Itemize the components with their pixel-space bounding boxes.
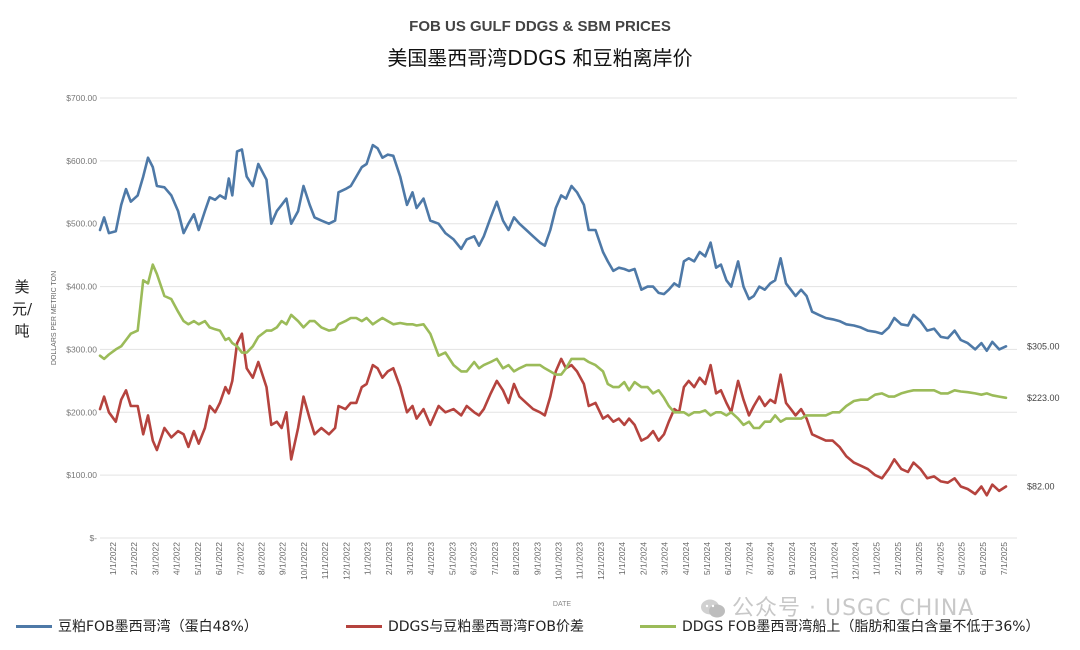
- y-tick-label: $-: [89, 533, 97, 543]
- y-tick-label: $200.00: [66, 407, 97, 417]
- x-tick-label: 6/1/2025: [978, 542, 988, 575]
- x-tick-label: 9/1/2023: [532, 542, 542, 575]
- x-tick-label: 3/1/2023: [405, 542, 415, 575]
- x-tick-label: 2/1/2022: [129, 542, 139, 575]
- x-tick-label: 7/1/2023: [490, 542, 500, 575]
- x-axis-label: DATE: [553, 601, 571, 608]
- legend-label-ddgs: DDGS FOB墨西哥湾船上（脂肪和蛋白含量不低于36%）: [682, 619, 1040, 635]
- x-tick-label: 12/1/2022: [341, 542, 351, 580]
- x-tick-label: 2/1/2025: [893, 542, 903, 575]
- series-line-2: [98, 263, 1008, 430]
- x-tick-label: 7/1/2025: [999, 542, 1009, 575]
- y-tick-label: $400.00: [66, 282, 97, 292]
- legend-item-sbm: 豆粕FOB墨西哥湾（蛋白48%）: [16, 615, 258, 637]
- x-tick-label: 10/1/2023: [554, 542, 564, 580]
- x-tick-label: 8/1/2024: [766, 542, 776, 575]
- x-tick-label: 9/1/2024: [787, 542, 797, 575]
- x-tick-label: 11/1/2024: [829, 542, 839, 579]
- x-tick-label: 5/1/2022: [193, 542, 203, 575]
- y-axis-label: DOLLARS PER METRIC TON: [51, 271, 58, 365]
- series-line-0: [98, 143, 1008, 352]
- legend: 豆粕FOB墨西哥湾（蛋白48%） DDGS与豆粕墨西哥湾FOB价差 DDGS F…: [16, 615, 1076, 637]
- series-end-label: $223.00: [1027, 393, 1060, 403]
- x-tick-label: 1/1/2025: [872, 542, 882, 575]
- x-tick-label: 12/1/2024: [851, 542, 861, 580]
- y-tick-label: $500.00: [66, 219, 97, 229]
- series-line-1: [98, 332, 1008, 497]
- legend-item-ddgs: DDGS FOB墨西哥湾船上（脂肪和蛋白含量不低于36%）: [640, 615, 1040, 637]
- x-tick-label: 4/1/2023: [426, 542, 436, 575]
- legend-swatch-ddgs: [640, 624, 676, 628]
- x-tick-label: 7/1/2024: [744, 542, 754, 575]
- y-unit-label-cn: 美元/吨: [11, 278, 33, 340]
- x-tick-label: 4/1/2022: [172, 542, 182, 575]
- x-tick-label: 6/1/2024: [723, 542, 733, 575]
- x-tick-label: 9/1/2022: [278, 542, 288, 575]
- x-tick-label: 5/1/2025: [957, 542, 967, 575]
- legend-swatch-spread: [346, 624, 382, 628]
- y-tick-label: $700.00: [66, 93, 97, 103]
- x-tick-label: 1/1/2023: [363, 542, 373, 575]
- x-tick-label: 2/1/2024: [638, 542, 648, 575]
- chart-title-cn: 美国墨西哥湾DDGS 和豆粕离岸价: [387, 46, 693, 70]
- x-tick-label: 3/1/2022: [150, 542, 160, 575]
- x-tick-label: 6/1/2023: [469, 542, 479, 575]
- x-tick-label: 7/1/2022: [235, 542, 245, 575]
- x-tick-label: 3/1/2024: [660, 542, 670, 575]
- y-tick-label: $600.00: [66, 156, 97, 166]
- series-end-label: $305.00: [1027, 341, 1060, 351]
- x-tick-label: 6/1/2022: [214, 542, 224, 575]
- wechat-icon: [701, 599, 725, 618]
- x-tick-label: 8/1/2022: [257, 542, 267, 575]
- x-tick-label: 11/1/2023: [575, 542, 585, 579]
- x-tick-label: 3/1/2025: [914, 542, 924, 575]
- x-tick-label: 1/1/2024: [617, 542, 627, 575]
- x-tick-label: 11/1/2022: [320, 542, 330, 579]
- y-tick-label: $300.00: [66, 344, 97, 354]
- x-tick-label: 12/1/2023: [596, 542, 606, 580]
- legend-label-sbm: 豆粕FOB墨西哥湾（蛋白48%）: [58, 619, 258, 635]
- x-tick-label: 5/1/2024: [702, 542, 712, 575]
- watermark-text: 公众号 · USGC CHINA: [732, 596, 975, 621]
- x-tick-label: 1/1/2022: [108, 542, 118, 575]
- legend-swatch-sbm: [16, 624, 52, 628]
- x-tick-label: 4/1/2025: [935, 542, 945, 575]
- x-tick-label: 10/1/2024: [808, 542, 818, 580]
- y-tick-label: $100.00: [66, 470, 97, 480]
- x-tick-label: 8/1/2023: [511, 542, 521, 575]
- watermark: 公众号 · USGC CHINA: [700, 590, 974, 622]
- chart-title-en: FOB US GULF DDGS & SBM PRICES: [409, 18, 671, 35]
- x-tick-label: 5/1/2023: [447, 542, 457, 575]
- x-tick-label: 4/1/2024: [681, 542, 691, 575]
- legend-label-spread: DDGS与豆粕墨西哥湾FOB价差: [388, 619, 584, 635]
- legend-item-spread: DDGS与豆粕墨西哥湾FOB价差: [346, 615, 584, 637]
- x-tick-label: 10/1/2022: [299, 542, 309, 580]
- series-end-label: $82.00: [1027, 481, 1055, 491]
- x-tick-label: 2/1/2023: [384, 542, 394, 575]
